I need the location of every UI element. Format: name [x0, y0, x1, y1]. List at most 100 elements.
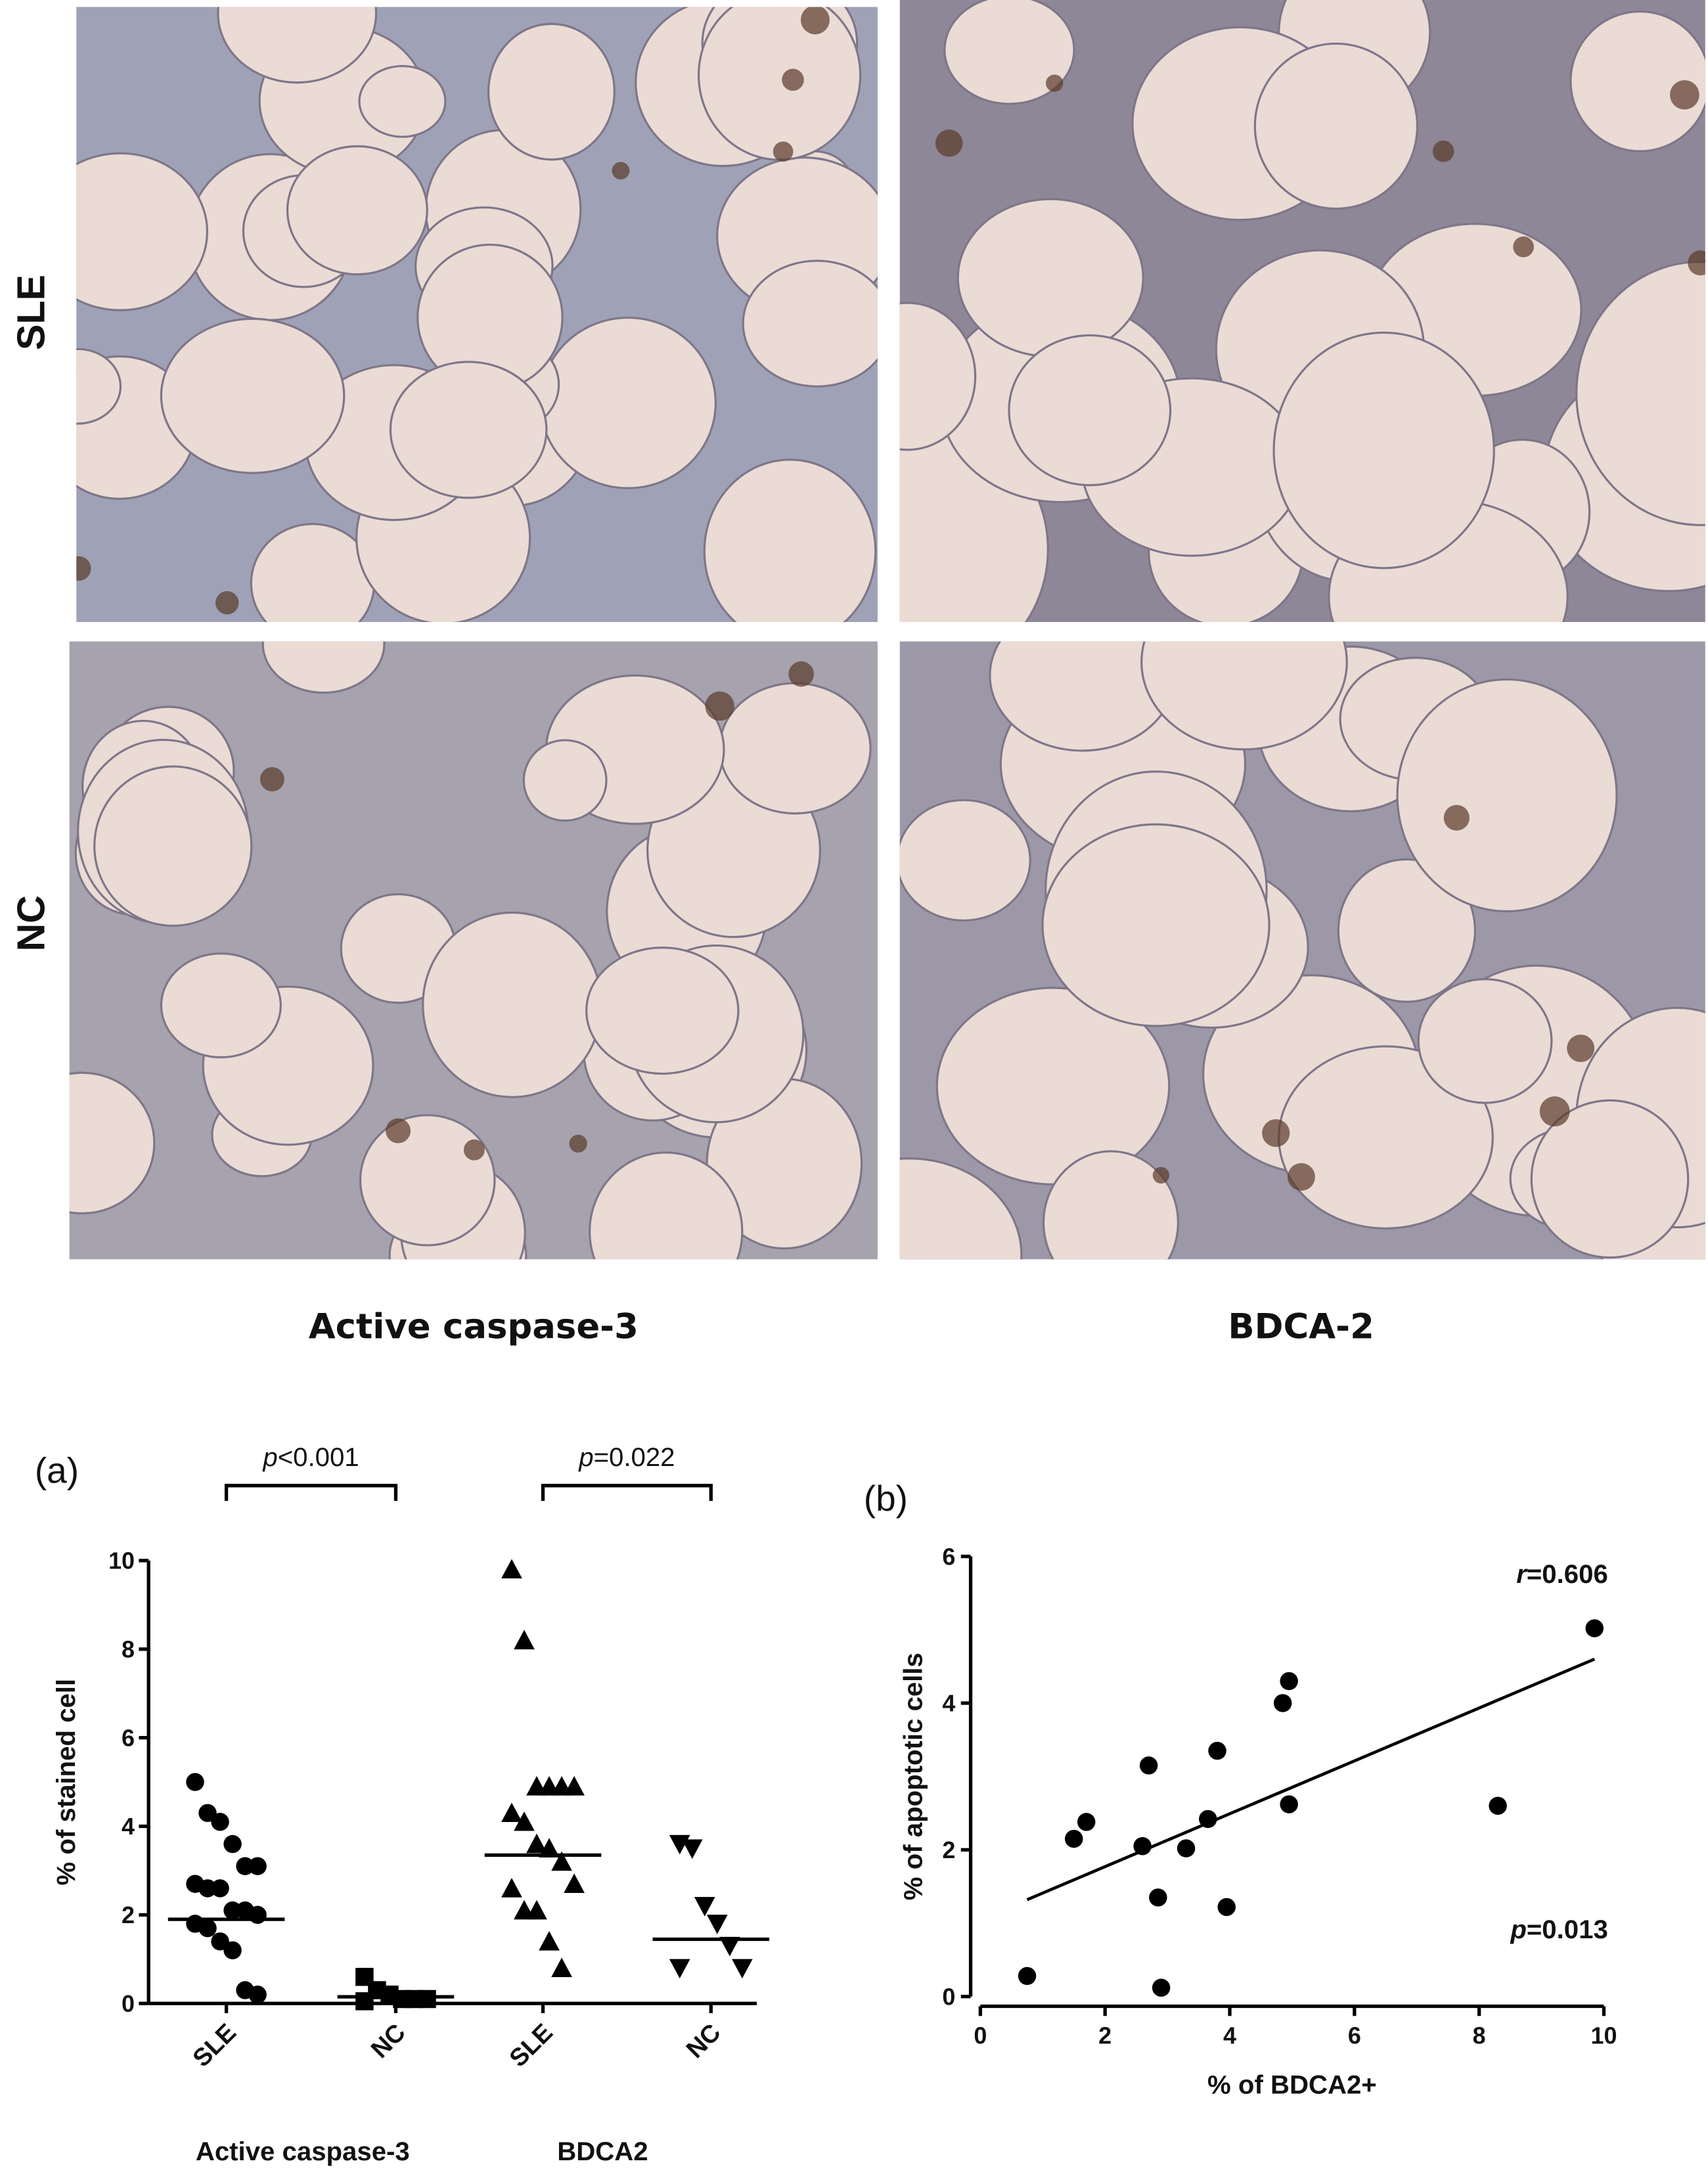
stain: [788, 661, 815, 687]
fat-cell: [718, 682, 872, 815]
fat-cell: [899, 301, 977, 451]
data-point: [694, 1897, 715, 1917]
stain: [1513, 236, 1534, 257]
x-tick-label: NC: [681, 2018, 727, 2064]
stain: [782, 68, 804, 91]
x-tick-label: SLE: [188, 2018, 242, 2072]
fat-cell: [899, 1157, 1023, 1260]
annotation-text: <0.001: [278, 1442, 359, 1472]
data-point: [223, 1941, 242, 1960]
x-tick-label: NC: [366, 2018, 411, 2064]
stain: [1688, 250, 1705, 276]
data-point: [1280, 1795, 1298, 1813]
y-tick-label: 8: [122, 1636, 135, 1663]
stain: [1262, 1119, 1290, 1147]
data-point: [1489, 1796, 1507, 1815]
fat-cell: [160, 317, 346, 474]
annotation: p<0.001: [262, 1442, 359, 1472]
fat-cell: [703, 458, 877, 623]
fit-line: [1026, 1657, 1596, 1901]
x-tick-label: 0: [974, 2022, 987, 2049]
stain: [1287, 1163, 1315, 1191]
data-point: [539, 1931, 560, 1951]
y-axis-label: % of stained cell: [51, 1679, 81, 1886]
annotation-symbol: p: [1510, 1915, 1527, 1944]
y-tick-label: 0: [122, 1990, 135, 2017]
y-tick-label: 6: [122, 1724, 135, 1751]
comparison-bracket: [224, 1484, 398, 1501]
row-label: NC: [9, 895, 53, 951]
stain: [569, 1134, 587, 1153]
y-tick-label: 6: [942, 1543, 955, 1570]
group-label: BDCA2: [557, 2137, 648, 2166]
data-point: [1139, 1756, 1158, 1775]
fat-cell: [956, 198, 1144, 358]
fat-cell: [1253, 42, 1419, 210]
fat-cell: [422, 911, 603, 1098]
data-point: [501, 1878, 522, 1898]
row-label: SLE: [9, 275, 53, 350]
x-tick-label: 6: [1348, 2022, 1361, 2049]
annotation: r=0.606: [1516, 1559, 1608, 1589]
stain: [1046, 74, 1064, 92]
data-point: [418, 1989, 436, 2009]
data-point: [551, 1957, 572, 1978]
fat-cell: [1530, 1099, 1690, 1259]
fat-cell: [1396, 678, 1618, 913]
y-tick-label: 2: [942, 1836, 955, 1863]
fat-cell: [389, 361, 548, 499]
data-point: [248, 1857, 267, 1875]
data-point: [564, 1776, 585, 1796]
fat-cell: [160, 952, 282, 1059]
data-point: [564, 1873, 585, 1893]
annotation: p=0.013: [1510, 1915, 1607, 1944]
x-tick-label: 4: [1223, 2022, 1236, 2049]
stain: [1670, 80, 1699, 110]
fat-cell: [1041, 823, 1270, 1027]
fat-cell: [1337, 858, 1476, 1003]
stain: [612, 162, 630, 180]
data-point: [514, 1811, 535, 1831]
stain: [259, 767, 284, 791]
data-point: [501, 1802, 522, 1823]
stain: [705, 691, 734, 721]
annotation-text: =0.013: [1527, 1915, 1608, 1944]
data-point: [539, 1838, 560, 1857]
data-point: [514, 1630, 535, 1650]
fat-cell: [899, 799, 1031, 922]
data-point: [731, 1959, 753, 1979]
data-point: [669, 1959, 690, 1979]
fat-cell: [585, 946, 740, 1075]
data-point: [1217, 1898, 1236, 1917]
data-point: [1280, 1672, 1298, 1691]
stain: [76, 556, 91, 581]
stain: [1567, 1034, 1595, 1062]
data-point: [223, 1834, 242, 1854]
fat-cell: [1417, 978, 1553, 1104]
data-point: [681, 1839, 703, 1859]
data-point: [198, 1919, 217, 1938]
data-point: [211, 1879, 229, 1898]
y-tick-label: 10: [108, 1547, 135, 1574]
annotation-symbol: p: [262, 1442, 277, 1472]
fat-cell: [522, 739, 608, 822]
y-tick-label: 0: [942, 1983, 955, 2010]
fat-cell: [359, 1114, 496, 1247]
panel-label: (b): [864, 1478, 908, 1519]
data-point: [1077, 1813, 1096, 1831]
data-point: [1133, 1837, 1152, 1856]
y-tick-label: 4: [942, 1690, 955, 1717]
fat-cell: [217, 7, 378, 84]
stain: [935, 129, 963, 157]
stain: [215, 591, 239, 615]
data-point: [186, 1773, 204, 1791]
x-tick-label: 10: [1590, 2022, 1617, 2049]
annotation-symbol: p: [578, 1442, 593, 1472]
fat-cell: [742, 259, 878, 388]
y-tick-label: 4: [122, 1813, 135, 1840]
column-label: BDCA-2: [1228, 1307, 1374, 1347]
stain: [1443, 805, 1470, 831]
fat-cell: [698, 7, 862, 161]
fat-cell: [93, 765, 253, 927]
